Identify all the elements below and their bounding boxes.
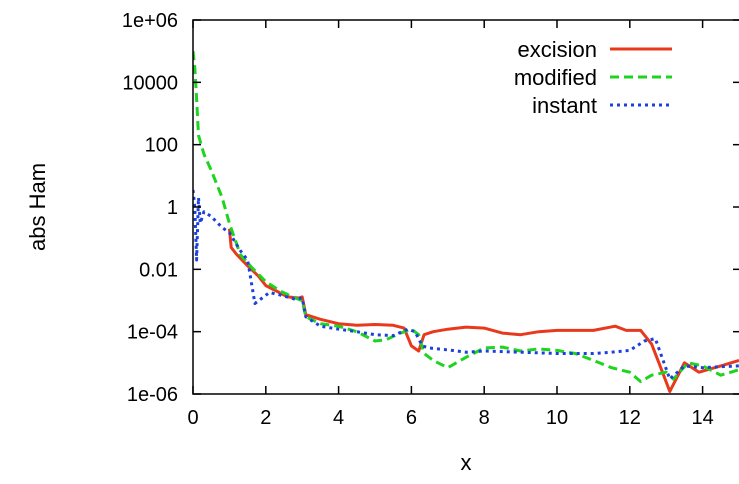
series-line-excision (227, 228, 739, 393)
x-tick-label: 0 (187, 407, 198, 429)
x-axis-label: x (461, 450, 472, 475)
series-layer (193, 51, 739, 393)
y-tick-label: 10000 (122, 72, 178, 94)
legend-label-modified: modified (514, 65, 597, 90)
legend: excision modified instant (514, 37, 672, 118)
x-tick-label: 4 (333, 407, 344, 429)
x-tick-label: 12 (619, 407, 641, 429)
ticks-layer: 0 2 4 6 8 10 12 14 1e-06 1e-04 0.01 1 100 10000 1e+06 (122, 10, 739, 429)
y-tick-label: 1e-04 (127, 322, 178, 344)
series-line-instant (193, 189, 739, 381)
x-tick-label: 2 (260, 407, 271, 429)
y-tick-label: 1 (167, 197, 178, 219)
y-tick-label: 0.01 (139, 259, 178, 281)
x-tick-label: 14 (691, 407, 713, 429)
x-tick-label: 8 (479, 407, 490, 429)
series-line-modified (193, 51, 739, 384)
y-tick-label: 1e+06 (122, 10, 178, 32)
y-tick-label: 1e-06 (127, 384, 178, 406)
y-axis-label: abs Ham (25, 163, 50, 251)
legend-label-instant: instant (532, 93, 597, 118)
legend-label-excision: excision (518, 37, 597, 62)
x-tick-label: 10 (546, 407, 568, 429)
x-tick-label: 6 (406, 407, 417, 429)
y-tick-label: 100 (145, 135, 178, 157)
